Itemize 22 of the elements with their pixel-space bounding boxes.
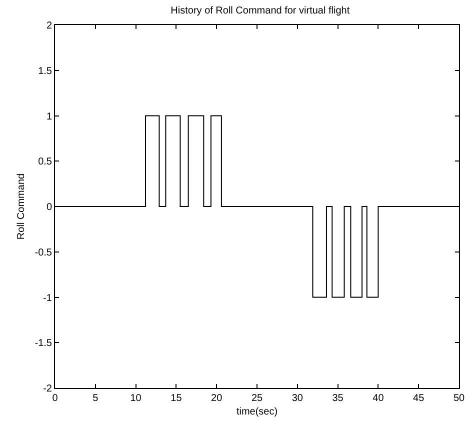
x-tick-label: 35 <box>332 393 344 404</box>
x-tick-label: 50 <box>453 393 465 404</box>
y-tick-label: 0.5 <box>38 156 52 168</box>
x-tick-label: 20 <box>211 393 223 404</box>
y-tick-label: -0.5 <box>34 247 52 258</box>
y-tick-label: 2 <box>46 20 52 32</box>
y-tick-label: -2 <box>43 384 52 394</box>
y-tick-label: 1.5 <box>38 66 52 77</box>
y-tick-label: 0 <box>46 202 52 213</box>
x-tick-label: 30 <box>292 393 304 404</box>
chart-title: History of Roll Command for virtual flight <box>170 5 350 16</box>
x-tick-label: 45 <box>413 393 425 404</box>
x-tick-label: 40 <box>372 393 384 404</box>
x-axis-title: time(sec) <box>236 406 278 418</box>
x-tick-label: 15 <box>170 393 182 404</box>
y-axis-title: Roll Command <box>16 173 27 240</box>
x-tick-label: 10 <box>130 393 142 404</box>
y-tick-label: 1 <box>46 111 52 122</box>
x-tick-label: 25 <box>251 393 263 404</box>
x-tick-label: 5 <box>92 393 99 404</box>
y-tick-label: -1 <box>43 292 52 304</box>
y-tick-label: -1.5 <box>34 338 52 350</box>
